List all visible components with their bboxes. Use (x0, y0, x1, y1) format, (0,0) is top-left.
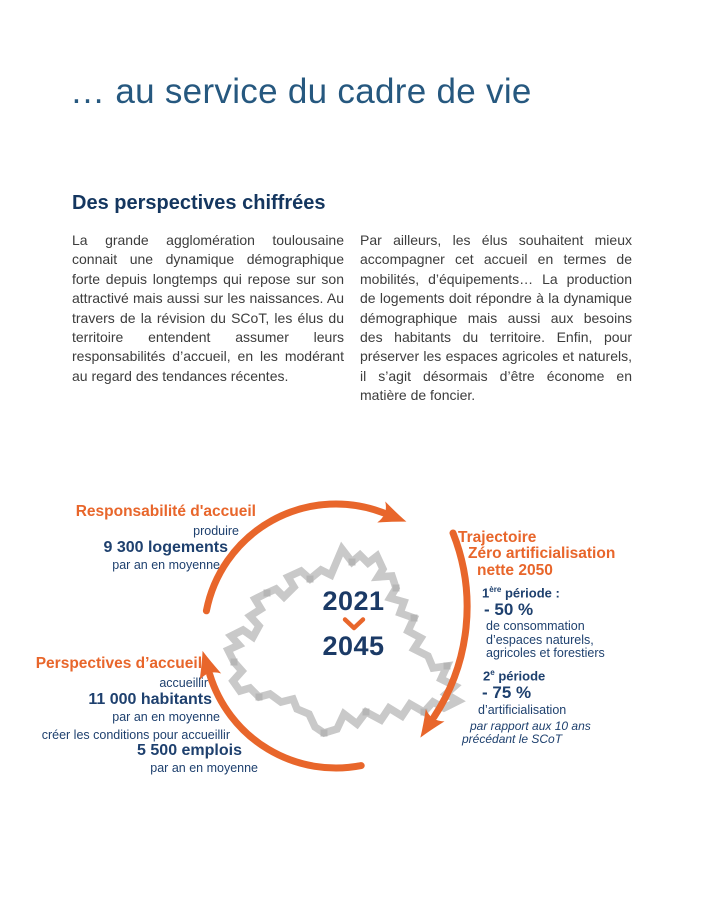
periode2-value: - 75 % (482, 682, 532, 702)
periode2-label: 2e période (483, 667, 546, 684)
center-years: 2021 2045 (296, 586, 411, 661)
perspectives-unit2: par an en moyenne (150, 761, 258, 776)
trajectoire-title-line1: Trajectoire (458, 529, 537, 546)
responsabilite-title: Responsabilité d'accueil (75, 503, 256, 520)
chevron-down-icon (342, 617, 365, 631)
label-trajectoire: Trajectoire Zéro artificialisation nette… (458, 529, 616, 747)
trajectoire-title-line3: nette 2050 (477, 561, 553, 579)
periode1-desc-line2: d’espaces naturels, (486, 632, 594, 647)
perspectives-intro: accueillir (159, 676, 208, 691)
perspectives-title: Perspectives d’accueil (35, 655, 202, 672)
perspectives-intro2: créer les conditions pour accueillir (41, 727, 230, 742)
responsabilite-value: 9 300 logements (103, 538, 229, 556)
periode1-label: 1ère période : (482, 585, 560, 601)
label-responsabilite: Responsabilité d'accueil produire 9 300 … (75, 503, 256, 572)
label-perspectives: Perspectives d’accueil accueillir 11 000… (35, 655, 258, 776)
body-paragraph-right: Par ailleurs, les élus souhaitent mieux … (360, 232, 632, 404)
year-end: 2045 (322, 631, 385, 661)
page-title: … au service du cadre de vie (70, 72, 532, 111)
body-columns: La grande agglomération toulousaine conn… (72, 231, 633, 406)
responsabilite-intro: produire (193, 524, 239, 539)
periode2-desc: d’artificialisation (478, 702, 567, 717)
periode2-note-line1: par rapport aux 10 ans (470, 718, 591, 733)
trajectoire-title-line2: Zéro artificialisation (468, 545, 616, 563)
responsabilite-unit: par an en moyenne (112, 557, 220, 572)
periode1-value: - 50 % (484, 600, 534, 620)
body-paragraph-left: La grande agglomération toulousaine conn… (72, 232, 344, 384)
section-heading: Des perspectives chiffrées (72, 192, 326, 214)
periode1-desc-line1: de consommation (486, 619, 585, 634)
perspectives-unit1: par an en moyenne (112, 709, 220, 724)
periode1-desc-line3: agricoles et forestiers (486, 646, 605, 661)
perspectives-value-emplois: 5 500 emplois (137, 742, 242, 760)
periode2-note-line2: précédant le SCoT (462, 732, 563, 747)
perspectives-value-habitants: 11 000 habitants (88, 690, 212, 708)
year-start: 2021 (322, 586, 385, 616)
